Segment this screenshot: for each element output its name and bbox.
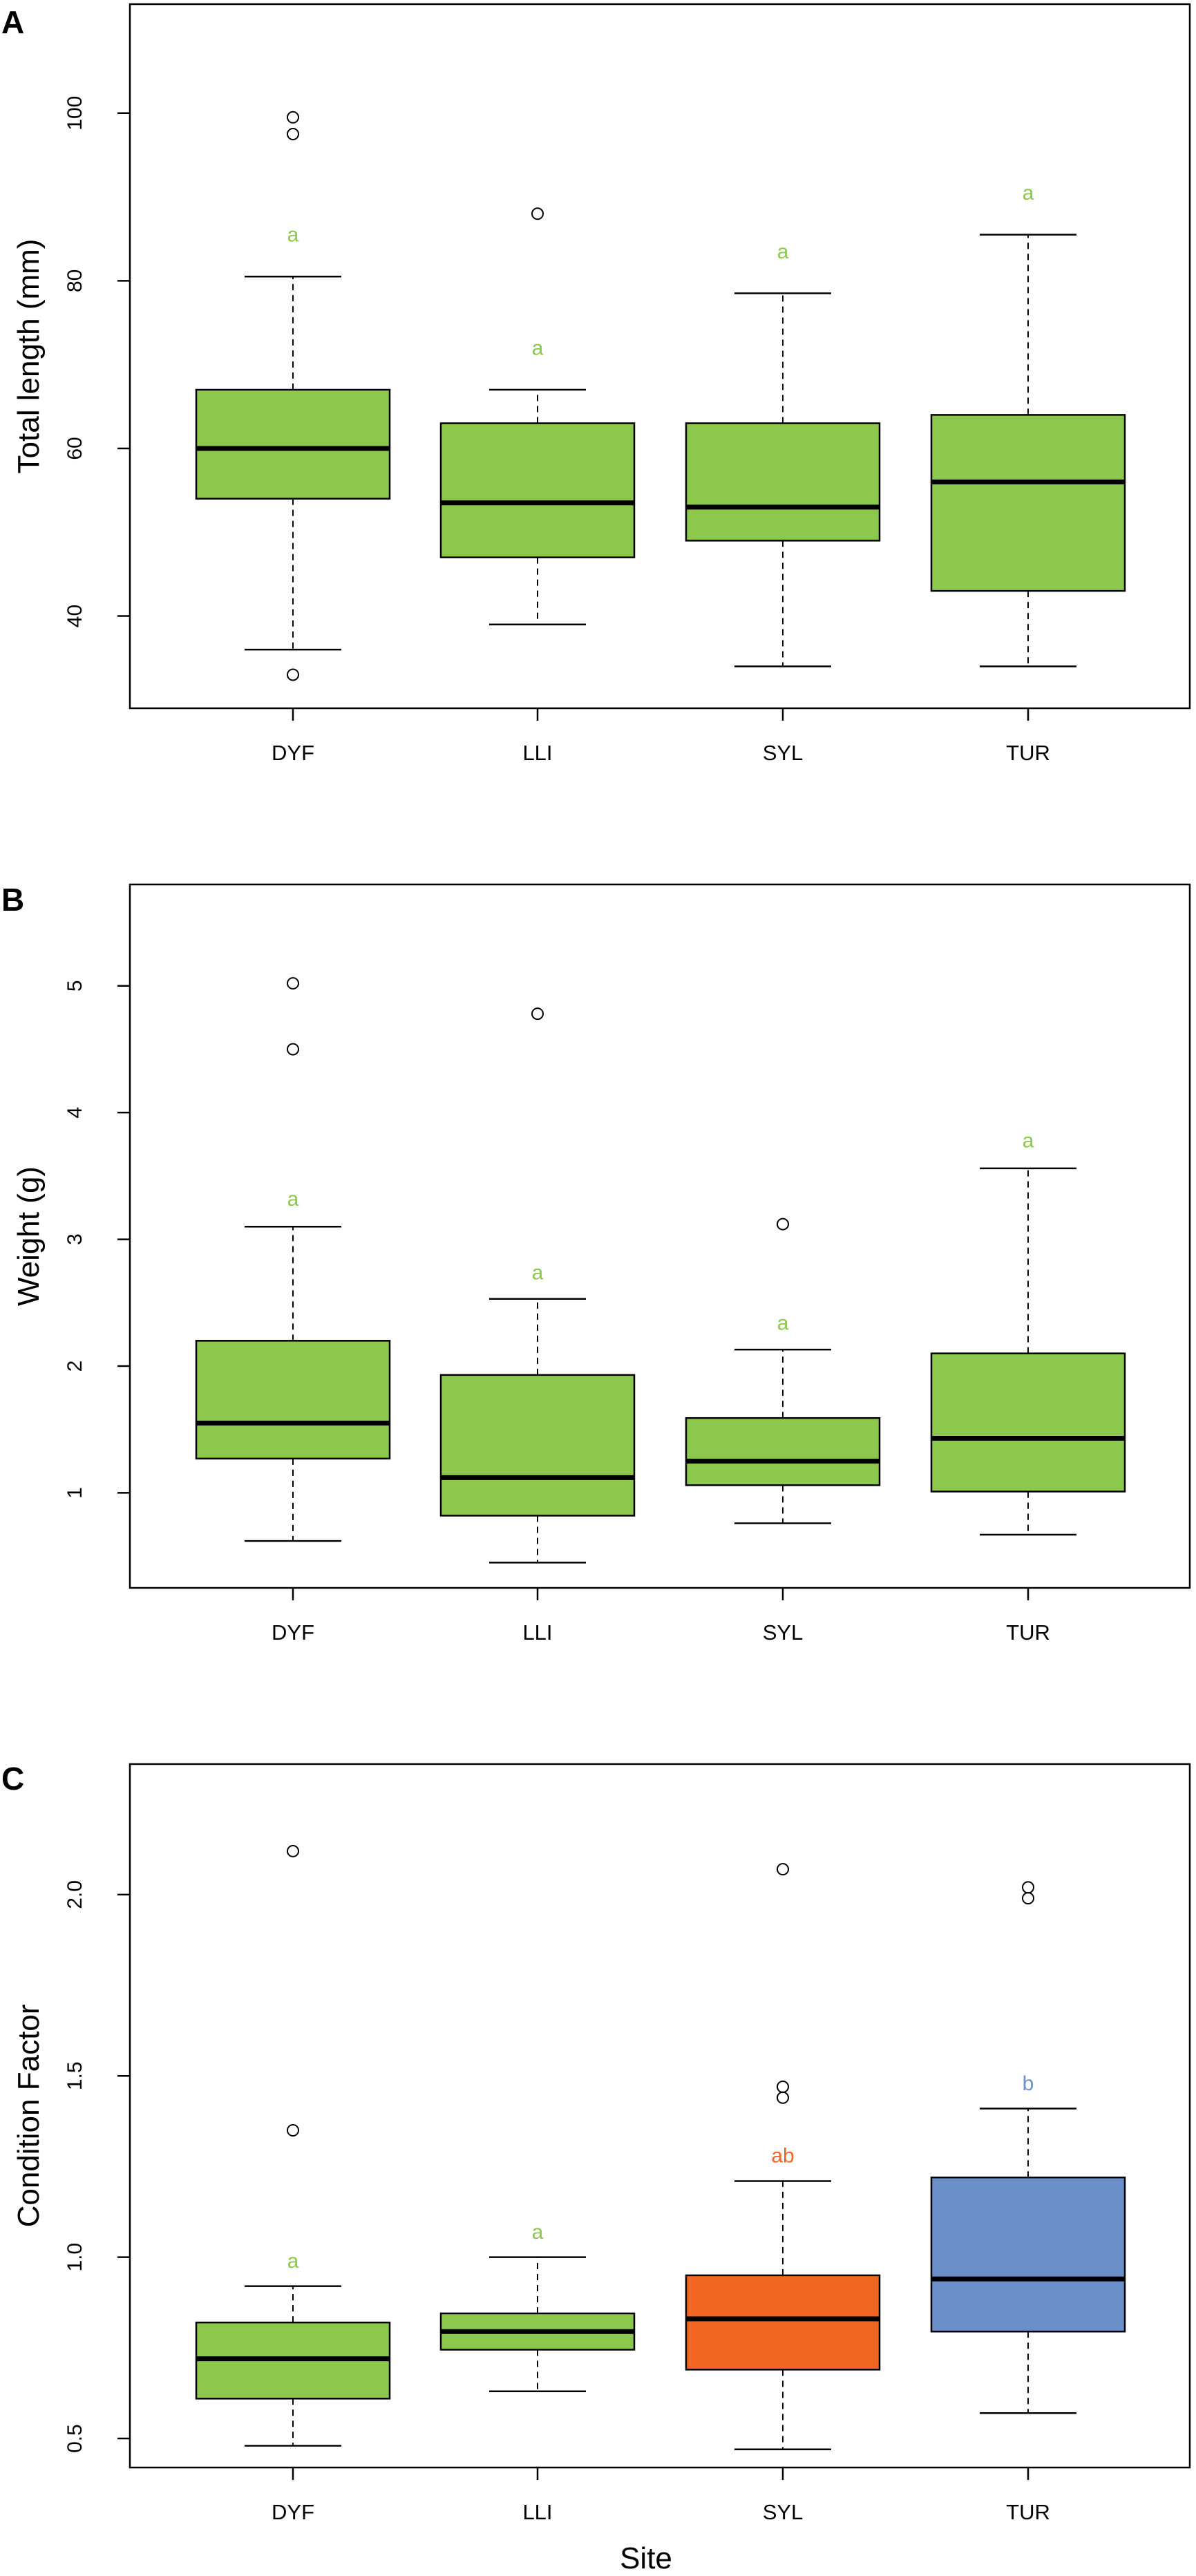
significance-letter: a: [287, 224, 299, 247]
y-tick-label: 3: [64, 1233, 86, 1245]
significance-letter: a: [1023, 182, 1034, 205]
x-tick-label: LLI: [522, 741, 552, 765]
x-tick-label: TUR: [1006, 741, 1050, 765]
x-tick-label: DYF: [272, 2500, 314, 2524]
box-LLI: [439, 422, 636, 558]
box-SYL: [685, 2274, 881, 2371]
significance-letter: a: [532, 1261, 544, 1284]
outlier-point: [287, 2123, 299, 2137]
box-TUR: [930, 2176, 1126, 2333]
x-axis-title: Site: [620, 2541, 672, 2575]
significance-letter: ab: [771, 2145, 794, 2168]
x-tick-label: DYF: [272, 1620, 314, 1645]
significance-letter: a: [287, 2250, 299, 2273]
y-tick-label: 0.5: [64, 2424, 86, 2453]
y-tick-label: 80: [64, 269, 86, 292]
x-tick-label: SYL: [763, 1620, 804, 1645]
significance-letter: a: [777, 240, 789, 263]
panel-label-B: B: [1, 882, 24, 918]
outlier-point: [287, 1043, 299, 1056]
panel-label-C: C: [1, 1761, 24, 1797]
outlier-point: [287, 111, 299, 124]
y-tick-label: 1.5: [64, 2061, 86, 2090]
outlier-point: [531, 207, 544, 220]
box-SYL: [685, 422, 881, 542]
x-tick-label: SYL: [763, 2500, 804, 2524]
y-tick-label: 1.0: [64, 2243, 86, 2272]
plot-frame-A: [129, 3, 1191, 710]
y-tick-label: 5: [64, 980, 86, 992]
outlier-point: [531, 1007, 544, 1021]
significance-letter: a: [1023, 1130, 1034, 1153]
y-tick-label: 60: [64, 437, 86, 460]
x-tick-label: TUR: [1006, 1620, 1050, 1645]
significance-letter: a: [777, 1312, 789, 1335]
x-tick-label: SYL: [763, 741, 804, 765]
outlier-point: [1022, 1892, 1034, 1905]
y-tick-label: 1: [64, 1487, 86, 1499]
outlier-point: [777, 1863, 789, 1876]
outlier-point: [287, 977, 299, 990]
significance-letter: a: [532, 2221, 544, 2244]
plot-frame-C: [129, 1763, 1191, 2469]
y-tick-label: 100: [64, 96, 86, 131]
outlier-point: [777, 1218, 789, 1231]
box-DYF: [195, 388, 391, 500]
outlier-point: [1022, 1881, 1034, 1894]
significance-letter: a: [287, 1188, 299, 1211]
plot-frame-B: [129, 883, 1191, 1589]
outlier-point: [287, 668, 299, 681]
y-axis-title: Condition Factor: [12, 2005, 46, 2228]
y-axis-title: Weight (g): [12, 1166, 46, 1306]
outlier-point: [777, 2091, 789, 2104]
significance-letter: a: [532, 337, 544, 359]
x-tick-label: TUR: [1006, 2500, 1050, 2524]
box-SYL: [685, 1417, 881, 1486]
y-tick-label: 4: [64, 1107, 86, 1119]
x-tick-label: DYF: [272, 741, 314, 765]
box-LLI: [439, 1374, 636, 1517]
box-TUR: [930, 1352, 1126, 1493]
y-axis-title: Total length (mm): [12, 239, 46, 474]
y-tick-label: 2.0: [64, 1880, 86, 1909]
outlier-point: [287, 128, 299, 141]
box-TUR: [930, 414, 1126, 592]
y-tick-label: 2: [64, 1361, 86, 1372]
panel-label-A: A: [1, 4, 24, 40]
x-tick-label: LLI: [522, 2500, 552, 2524]
outlier-point: [777, 2081, 789, 2094]
outlier-point: [287, 1844, 299, 1857]
y-tick-label: 40: [64, 605, 86, 627]
x-tick-label: LLI: [522, 1620, 552, 1645]
significance-letter: b: [1023, 2072, 1034, 2095]
box-DYF: [195, 1340, 391, 1460]
